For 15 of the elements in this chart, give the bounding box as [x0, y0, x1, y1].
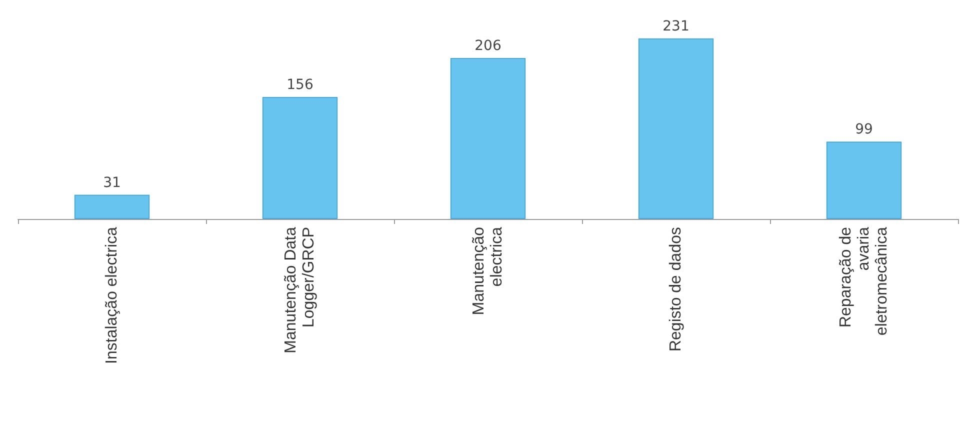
bar	[826, 142, 902, 219]
data-label: 99	[855, 122, 873, 138]
x-tick-label: Instalação electrica	[104, 226, 120, 364]
bar	[74, 194, 150, 219]
x-tick-label: Reparação de avaria eletromecânica	[838, 226, 890, 336]
x-tick-label: Registo de dados	[668, 227, 684, 352]
data-label: 206	[474, 38, 502, 54]
bar	[450, 58, 526, 219]
x-tick-label: Manutenção Data Logger/GRCP	[282, 226, 318, 354]
data-label: 156	[286, 77, 314, 94]
bar	[638, 38, 714, 219]
x-tick-label: Manutenção electrica	[470, 226, 506, 316]
bar	[262, 97, 338, 219]
data-label: 231	[662, 18, 690, 34]
data-label: 31	[103, 174, 121, 191]
